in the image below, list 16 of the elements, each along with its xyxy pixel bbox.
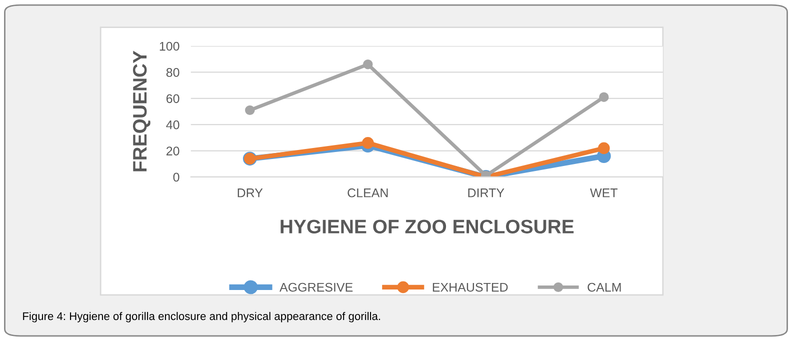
- x-tick-label: CLEAN: [348, 188, 388, 198]
- x-tick-label: DIRTY: [468, 188, 504, 198]
- y-tick-label: 100: [160, 42, 180, 51]
- y-tick-label: 0: [173, 172, 180, 182]
- legend-label: AGGRESIVE: [280, 282, 353, 292]
- y-tick-label: 40: [166, 120, 180, 130]
- y-tick-label: 60: [166, 94, 180, 104]
- x-tick-label: WET: [590, 188, 618, 198]
- y-tick-label: 80: [166, 68, 180, 77]
- y-tick-label: 20: [166, 146, 180, 156]
- legend-label: CALM: [588, 282, 621, 292]
- legend-label: EXHAUSTED: [432, 282, 508, 292]
- x-axis-title: HYGIENE OF ZOO ENCLOSURE: [280, 220, 574, 234]
- x-tick-label: DRY: [238, 188, 263, 198]
- caption: Figure 4: Hygiene of gorilla enclosure and physical appearance of gorilla.: [23, 312, 380, 322]
- y-axis-title: FREQUENCY: [132, 50, 150, 172]
